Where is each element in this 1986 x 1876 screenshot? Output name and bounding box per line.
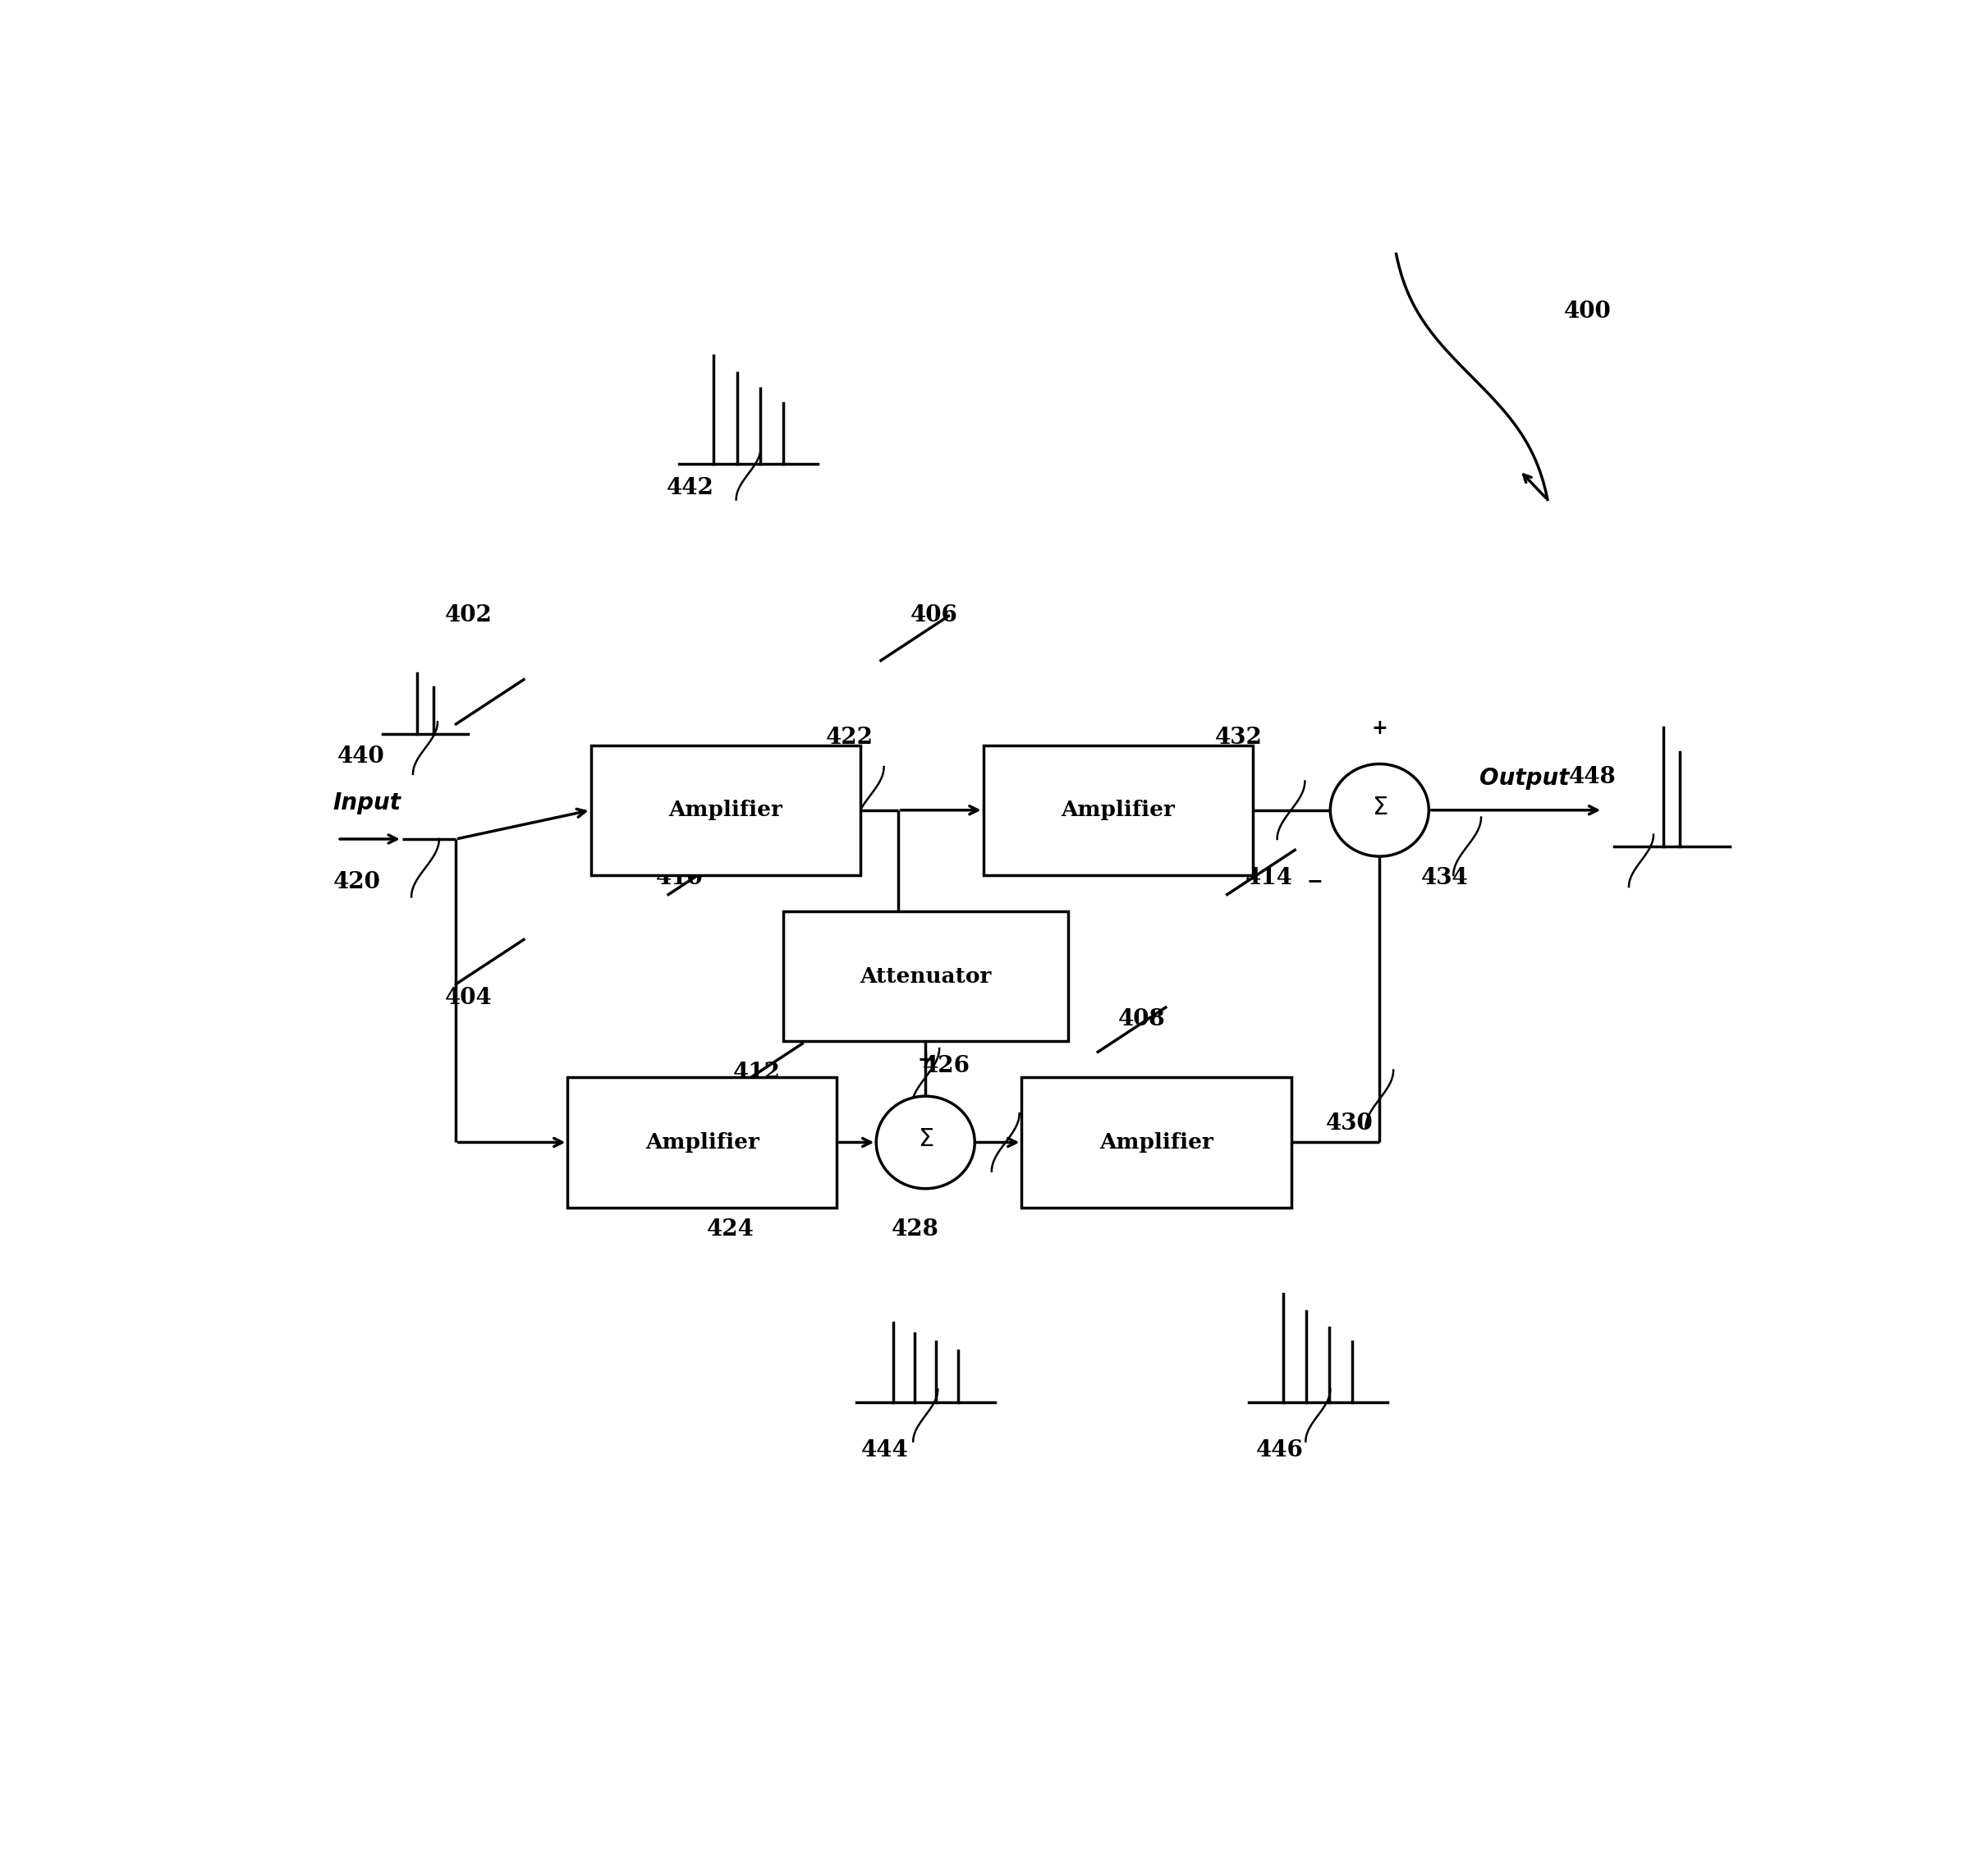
Text: 444: 444 xyxy=(860,1439,908,1461)
Text: 402: 402 xyxy=(445,604,493,627)
Text: 432: 432 xyxy=(1215,726,1263,749)
Text: 404: 404 xyxy=(445,987,493,1009)
Text: Output: Output xyxy=(1480,767,1569,790)
Text: Amplifier: Amplifier xyxy=(1061,799,1176,820)
Text: Amplifier: Amplifier xyxy=(1100,1131,1213,1152)
Text: Input: Input xyxy=(334,792,401,814)
Text: −: − xyxy=(1307,870,1323,891)
Text: 414: 414 xyxy=(1245,867,1293,889)
Text: 446: 446 xyxy=(1257,1439,1305,1461)
Text: +: + xyxy=(1372,719,1388,737)
FancyBboxPatch shape xyxy=(568,1077,836,1208)
Text: 442: 442 xyxy=(667,477,715,499)
Text: $\Sigma$: $\Sigma$ xyxy=(918,1127,933,1152)
Text: Amplifier: Amplifier xyxy=(669,799,782,820)
Text: 400: 400 xyxy=(1565,300,1611,323)
Text: 412: 412 xyxy=(733,1062,780,1084)
Text: Attenuator: Attenuator xyxy=(860,966,991,987)
FancyBboxPatch shape xyxy=(590,745,860,874)
Circle shape xyxy=(1331,764,1428,855)
Text: 440: 440 xyxy=(338,745,385,767)
FancyBboxPatch shape xyxy=(983,745,1253,874)
Text: 406: 406 xyxy=(910,604,957,627)
Text: 448: 448 xyxy=(1569,765,1617,788)
FancyBboxPatch shape xyxy=(1021,1077,1291,1208)
Text: Amplifier: Amplifier xyxy=(645,1131,759,1152)
Text: 424: 424 xyxy=(707,1218,755,1240)
Text: 434: 434 xyxy=(1422,867,1468,889)
Text: +: + xyxy=(918,1051,933,1069)
Circle shape xyxy=(876,1096,975,1189)
FancyBboxPatch shape xyxy=(782,912,1068,1041)
Text: 430: 430 xyxy=(1327,1112,1372,1135)
Text: 426: 426 xyxy=(922,1054,969,1077)
Text: 420: 420 xyxy=(334,870,381,893)
Text: 422: 422 xyxy=(826,726,874,749)
Text: 410: 410 xyxy=(655,867,703,889)
Text: $\Sigma$: $\Sigma$ xyxy=(1372,795,1388,820)
Text: −: − xyxy=(830,1133,846,1152)
Text: 408: 408 xyxy=(1118,1009,1166,1030)
Text: 428: 428 xyxy=(892,1218,939,1240)
